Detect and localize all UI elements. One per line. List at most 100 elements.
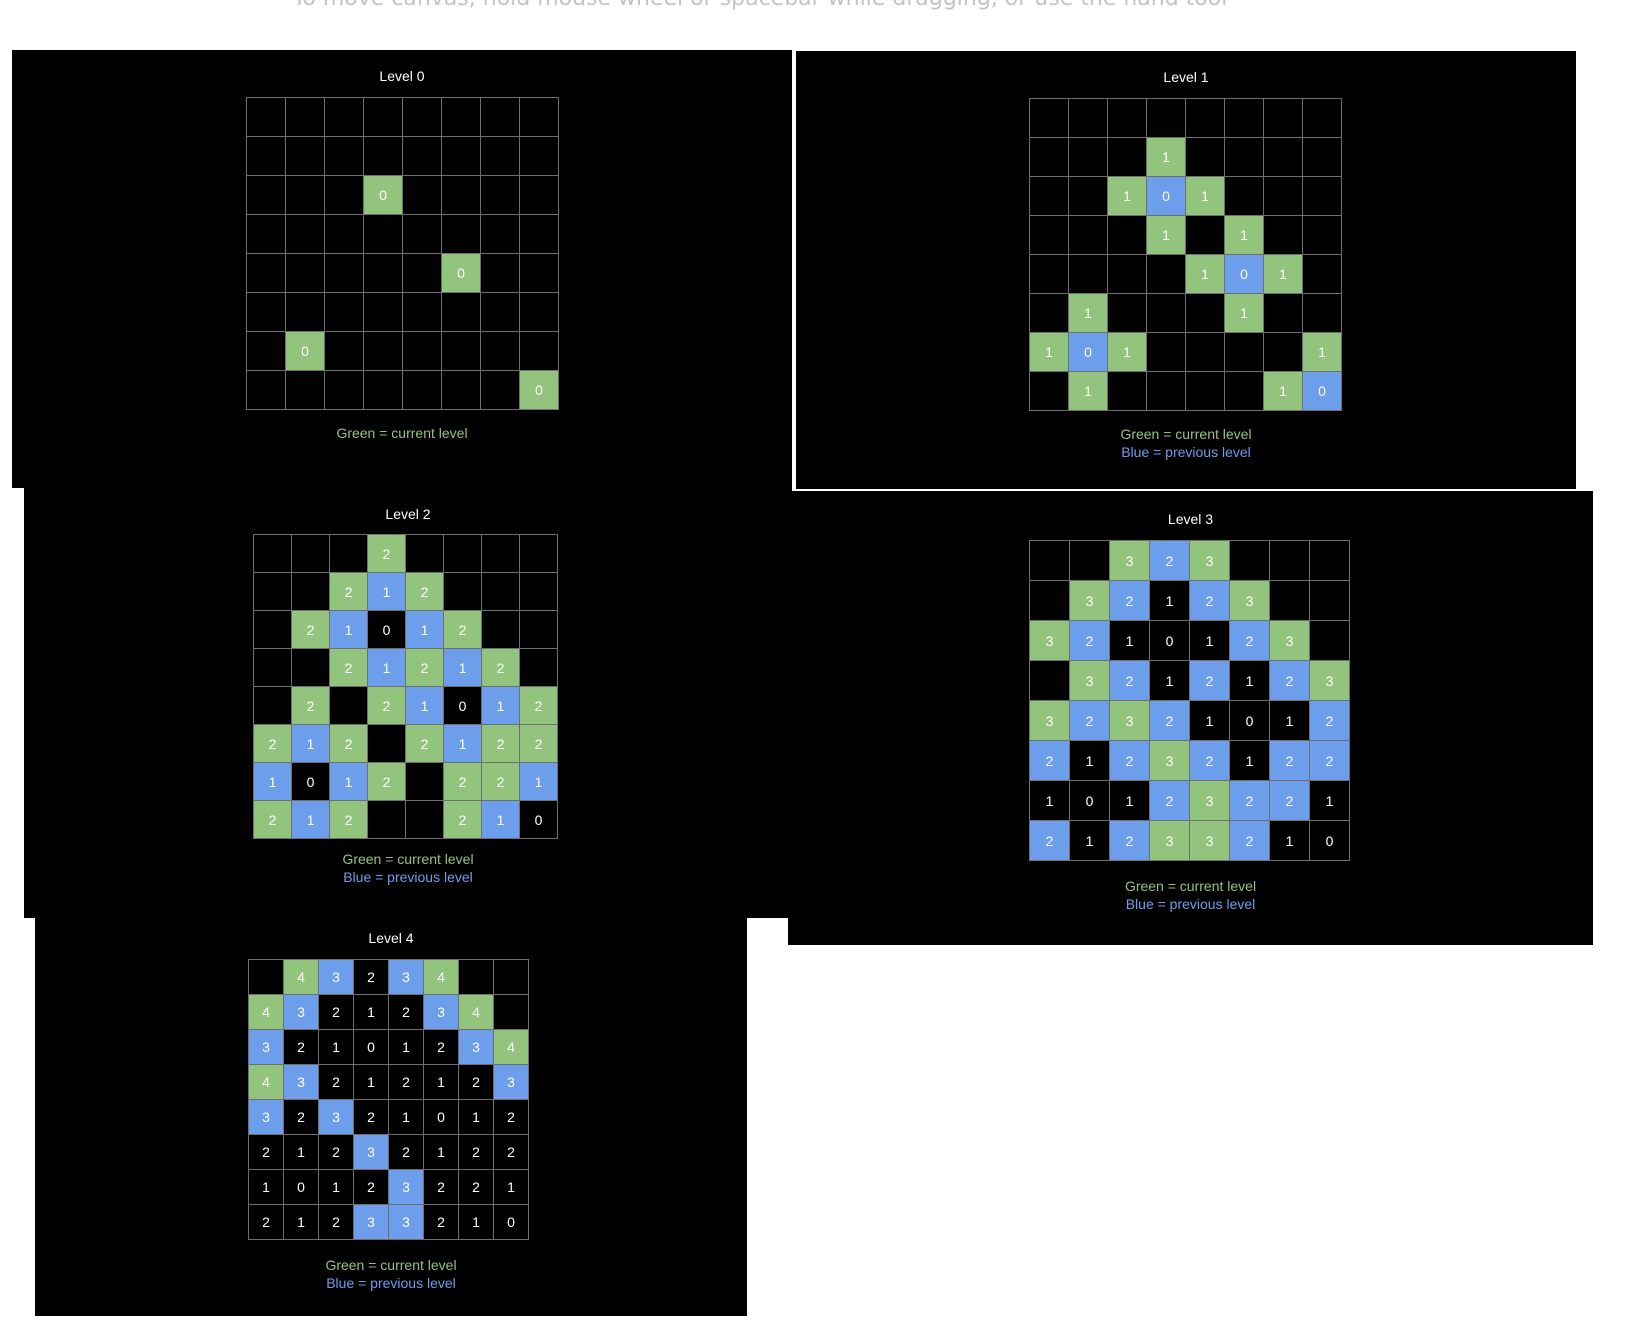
grid-cell: 1 (354, 995, 389, 1030)
grid-cell: 0 (494, 1205, 529, 1240)
grid-cell (254, 535, 292, 573)
grid-cell: 1 (249, 1170, 284, 1205)
grid-cell: 1 (292, 725, 330, 763)
grid-cell: 2 (520, 725, 558, 763)
level-1-legend: Green = current level Blue = previous le… (796, 425, 1576, 461)
grid-cell: 1 (354, 1065, 389, 1100)
grid-cell: 1 (494, 1170, 529, 1205)
grid-cell (481, 371, 520, 410)
grid-cell: 3 (249, 1100, 284, 1135)
grid-cell: 1 (284, 1205, 319, 1240)
grid-cell (1030, 661, 1070, 701)
level-2-title: Level 2 (385, 506, 431, 522)
grid-cell (1303, 99, 1342, 138)
grid-cell (1147, 255, 1186, 294)
grid-cell (1030, 99, 1069, 138)
grid-cell: 3 (1110, 541, 1150, 581)
grid-cell: 2 (406, 725, 444, 763)
grid-cell (1186, 333, 1225, 372)
grid-cell (1225, 372, 1264, 411)
grid-cell: 2 (319, 1205, 354, 1240)
grid-cell (520, 293, 559, 332)
grid-cell (406, 763, 444, 801)
grid-cell: 2 (330, 801, 368, 839)
grid-cell (1310, 581, 1350, 621)
grid-cell (247, 137, 286, 176)
grid-cell (368, 801, 406, 839)
grid-cell (482, 535, 520, 573)
grid-cell: 2 (368, 535, 406, 573)
grid-cell: 2 (1110, 821, 1150, 861)
grid-cell (1186, 372, 1225, 411)
grid-cell (442, 371, 481, 410)
grid-cell: 1 (368, 649, 406, 687)
grid-cell: 1 (1070, 741, 1110, 781)
grid-cell (520, 254, 559, 293)
grid-cell: 1 (1150, 581, 1190, 621)
grid-cell: 2 (1270, 741, 1310, 781)
grid-cell: 2 (424, 1170, 459, 1205)
grid-cell (1225, 177, 1264, 216)
level-4-legend: Green = current level Blue = previous le… (35, 1256, 747, 1292)
grid-cell: 1 (254, 763, 292, 801)
grid-cell (325, 137, 364, 176)
grid-cell: 4 (249, 995, 284, 1030)
grid-cell (520, 573, 558, 611)
grid-cell: 1 (1070, 821, 1110, 861)
grid-cell: 2 (1110, 581, 1150, 621)
grid-cell (1225, 333, 1264, 372)
grid-cell (520, 611, 558, 649)
grid-cell: 2 (1270, 661, 1310, 701)
grid-cell (1070, 541, 1110, 581)
grid-cell (325, 332, 364, 371)
grid-cell: 2 (482, 763, 520, 801)
grid-cell (1108, 372, 1147, 411)
grid-cell (520, 215, 559, 254)
grid-cell: 2 (459, 1065, 494, 1100)
grid-cell: 2 (1110, 661, 1150, 701)
grid-cell (247, 176, 286, 215)
grid-cell: 1 (368, 573, 406, 611)
grid-cell: 2 (406, 649, 444, 687)
grid-cell: 2 (1190, 741, 1230, 781)
grid-cell (254, 611, 292, 649)
grid-cell: 2 (1150, 701, 1190, 741)
grid-cell: 2 (424, 1205, 459, 1240)
grid-cell (1069, 99, 1108, 138)
legend-blue: Blue = previous level (343, 869, 473, 885)
grid-cell (1270, 581, 1310, 621)
grid-cell (1303, 138, 1342, 177)
grid-cell (1147, 294, 1186, 333)
grid-cell (442, 332, 481, 371)
grid-cell (1303, 255, 1342, 294)
grid-cell (364, 371, 403, 410)
grid-cell (1186, 294, 1225, 333)
grid-cell: 2 (249, 1205, 284, 1240)
grid-cell: 0 (368, 611, 406, 649)
grid-cell (1310, 621, 1350, 661)
grid-cell (292, 649, 330, 687)
grid-cell: 1 (319, 1030, 354, 1065)
level-0-legend: Green = current level (12, 424, 792, 442)
grid-cell: 1 (444, 649, 482, 687)
grid-cell: 0 (292, 763, 330, 801)
grid-cell: 3 (1190, 821, 1230, 861)
grid-cell (482, 573, 520, 611)
grid-cell: 1 (1147, 138, 1186, 177)
grid-cell (520, 332, 559, 371)
legend-green: Green = current level (1120, 426, 1252, 442)
grid-cell: 1 (1186, 255, 1225, 294)
grid-cell: 2 (354, 1170, 389, 1205)
grid-cell: 1 (482, 801, 520, 839)
grid-cell: 3 (249, 1030, 284, 1065)
grid-cell: 3 (1230, 581, 1270, 621)
grid-cell: 3 (354, 1205, 389, 1240)
grid-cell: 4 (249, 1065, 284, 1100)
grid-cell: 3 (494, 1065, 529, 1100)
grid-cell: 2 (368, 763, 406, 801)
grid-cell (286, 293, 325, 332)
grid-cell (1230, 541, 1270, 581)
grid-cell (403, 254, 442, 293)
grid-cell (292, 573, 330, 611)
